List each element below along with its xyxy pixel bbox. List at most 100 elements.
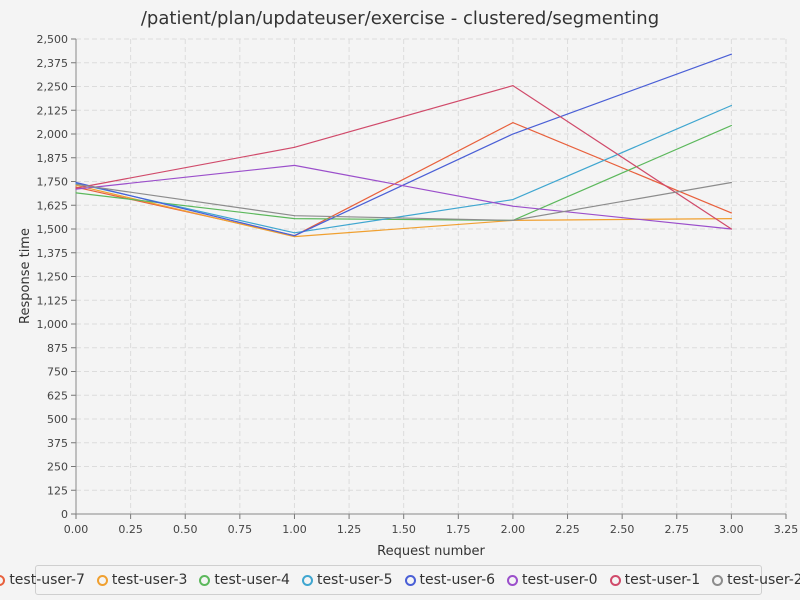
y-tick-label: 1,500 [37, 223, 69, 236]
y-tick-label: 2,000 [37, 128, 69, 141]
x-axis-label: Request number [377, 544, 485, 559]
data-point-test-user-4-0 [75, 192, 77, 194]
series-line-test-user-5 [75, 104, 732, 234]
y-tick-label: 875 [47, 342, 68, 355]
legend-label: test-user-5 [316, 572, 393, 588]
series-lines [75, 53, 732, 238]
x-tick-label: 2.50 [610, 523, 635, 536]
y-tick-label: 0 [61, 508, 68, 521]
data-point-test-user-5-2 [512, 198, 514, 201]
y-tick-label: 2,250 [37, 81, 69, 94]
legend-item-test-user-0: test-user-0 [507, 572, 598, 588]
x-tick-label: 0.50 [173, 523, 198, 536]
x-tick-label: 0.25 [118, 523, 143, 536]
x-tick-label: 1.50 [391, 523, 416, 536]
legend-item-test-user-4: test-user-4 [199, 572, 290, 588]
data-point-test-user-6-2 [512, 133, 514, 135]
y-tick-label: 125 [47, 484, 68, 497]
legend-marker-icon [301, 574, 313, 586]
y-tick-label: 1,750 [37, 176, 69, 189]
legend-label: test-user-7 [9, 572, 85, 588]
legend-label: test-user-1 [624, 572, 701, 588]
y-tick-label: 1,250 [37, 271, 69, 284]
legend-label: test-user-0 [522, 572, 598, 588]
y-tick-label: 1,125 [37, 294, 69, 307]
y-axis-label: Response time [18, 228, 33, 324]
axes: 0.00 0.25 0.50 0.75 1.00 1.25 1.50 1.75 2.00 2.25… [37, 33, 799, 536]
legend-item-test-user-7: test-user-7 [0, 572, 85, 588]
data-point-test-user-2-2 [512, 219, 514, 222]
legend-label: test-user-2 [727, 572, 800, 588]
x-tick-label: 3.25 [774, 523, 799, 536]
data-point-test-user-1-2 [512, 84, 514, 87]
series-line-test-user-6 [75, 53, 732, 237]
legend-marker-icon [507, 574, 519, 586]
x-tick-label: 1.00 [282, 523, 307, 536]
data-point-test-user-4-3 [730, 124, 732, 127]
y-tick-label: 2,125 [37, 104, 69, 117]
series-line-test-user-0 [75, 164, 732, 230]
legend-label: test-user-6 [419, 572, 496, 588]
data-point-test-user-6-3 [730, 53, 732, 55]
data-point-test-user-5-3 [730, 104, 732, 107]
legend-item-test-user-3: test-user-3 [96, 572, 188, 588]
data-point-test-user-0-1 [293, 164, 296, 166]
legend-marker-icon [404, 574, 416, 586]
data-point-test-user-0-0 [75, 188, 77, 190]
legend-label: test-user-4 [214, 572, 290, 588]
data-point-test-user-7-2 [512, 122, 514, 124]
x-tick-label: 0.75 [228, 523, 253, 536]
legend-item-test-user-5: test-user-5 [301, 572, 393, 588]
y-tick-label: 1,000 [37, 318, 69, 331]
data-point-test-user-2-3 [730, 181, 732, 184]
x-tick-label: 2.75 [665, 523, 690, 536]
x-tick-label: 2.25 [555, 523, 580, 536]
data-point-test-user-1-3 [730, 228, 732, 230]
y-tick-label: 375 [47, 437, 68, 450]
y-tick-label: 1,875 [37, 152, 69, 165]
y-tick-label: 250 [47, 461, 68, 474]
y-tick-label: 1,375 [37, 247, 69, 260]
data-point-test-user-1-1 [293, 146, 296, 148]
y-tick-label: 750 [47, 366, 68, 379]
legend-item-test-user-2: test-user-2 [712, 572, 800, 588]
series-line-test-user-4 [75, 124, 732, 222]
legend: test-user-7 test-user-3 test-user-4 test-us… [0, 565, 800, 595]
data-point-test-user-5-1 [293, 232, 296, 234]
legend-marker-icon [712, 574, 724, 586]
y-tick-label: 2,375 [37, 57, 69, 70]
grid [75, 38, 787, 515]
data-point-test-user-3-1 [293, 236, 296, 238]
chart-title: /patient/plan/updateuser/exercise - clus… [141, 8, 659, 29]
series-line-test-user-2 [75, 181, 732, 222]
legend-marker-icon [609, 574, 621, 586]
legend-marker-icon [199, 574, 211, 586]
y-tick-label: 625 [47, 389, 68, 402]
legend-marker-icon [0, 574, 6, 586]
x-tick-label: 1.25 [337, 523, 362, 536]
legend-label: test-user-3 [111, 572, 188, 588]
y-tick-label: 1,625 [37, 199, 69, 212]
series-line-test-user-1 [75, 84, 732, 230]
data-point-test-user-2-0 [75, 183, 77, 185]
data-point-test-user-6-1 [293, 235, 296, 237]
data-point-test-user-0-2 [512, 205, 514, 207]
data-point-test-user-7-3 [730, 212, 732, 214]
series-line-test-user-3 [75, 184, 732, 238]
data-point-test-user-6-0 [75, 181, 77, 184]
x-tick-label: 3.00 [719, 523, 744, 536]
y-tick-label: 500 [47, 413, 68, 426]
x-tick-label: 2.00 [501, 523, 526, 536]
y-tick-label: 2,500 [37, 33, 69, 46]
data-point-test-user-4-1 [293, 217, 296, 220]
data-point-test-user-2-1 [293, 215, 296, 217]
legend-marker-icon [96, 574, 108, 586]
data-point-test-user-3-3 [730, 217, 732, 220]
legend-item-test-user-1: test-user-1 [609, 572, 701, 588]
legend-item-test-user-6: test-user-6 [404, 572, 496, 588]
data-point-test-user-1-0 [75, 187, 77, 189]
x-tick-label: 0.00 [64, 523, 89, 536]
x-tick-label: 1.75 [446, 523, 471, 536]
